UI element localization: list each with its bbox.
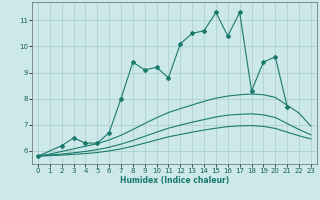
- X-axis label: Humidex (Indice chaleur): Humidex (Indice chaleur): [120, 176, 229, 185]
